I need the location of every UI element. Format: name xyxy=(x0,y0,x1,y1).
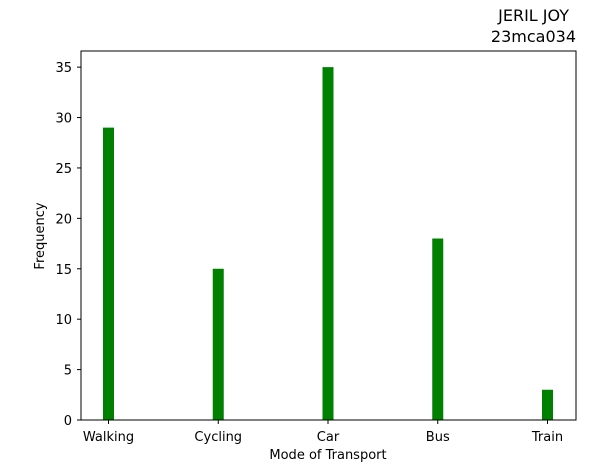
plot-frame xyxy=(80,50,577,421)
x-tick-label-cycling: Cycling xyxy=(194,430,242,445)
x-axis: Walking Cycling Car Bus Train xyxy=(83,420,563,445)
bar-series xyxy=(103,67,553,420)
y-tick-label: 35 xyxy=(55,61,72,76)
y-axis: 0 5 10 15 20 25 30 35 xyxy=(55,61,81,429)
bar-cycling xyxy=(212,268,224,420)
y-tick-label: 0 xyxy=(64,414,72,429)
bar-train xyxy=(542,389,553,420)
y-tick-label: 25 xyxy=(55,162,72,177)
x-tick-label-bus: Bus xyxy=(426,430,450,445)
x-tick-label-train: Train xyxy=(531,430,563,445)
y-tick-label: 5 xyxy=(64,364,72,379)
y-tick-label: 15 xyxy=(55,263,72,278)
bar-walking xyxy=(103,127,114,420)
bar-bus xyxy=(432,238,444,420)
chart-title-line-1: JERIL JOY xyxy=(497,6,569,25)
x-axis-label: Mode of Transport xyxy=(269,448,386,463)
y-tick-label: 30 xyxy=(55,112,72,127)
y-tick-label: 20 xyxy=(55,212,72,227)
y-axis-label: Frequency xyxy=(33,202,48,269)
y-tick-label: 10 xyxy=(55,313,72,328)
x-tick-label-walking: Walking xyxy=(83,430,134,445)
chart-title-line-2: 23mca034 xyxy=(491,27,576,46)
x-tick-label-car: Car xyxy=(317,430,340,445)
bar-car xyxy=(322,67,334,420)
